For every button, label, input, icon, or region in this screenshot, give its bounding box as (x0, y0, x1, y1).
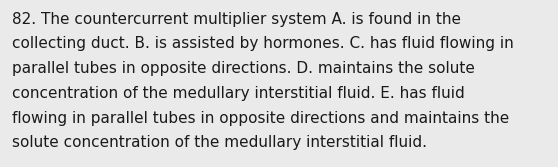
Text: concentration of the medullary interstitial fluid. E. has fluid: concentration of the medullary interstit… (12, 86, 465, 101)
Text: collecting duct. B. is assisted by hormones. C. has fluid flowing in: collecting duct. B. is assisted by hormo… (12, 36, 514, 51)
Text: flowing in parallel tubes in opposite directions and maintains the: flowing in parallel tubes in opposite di… (12, 111, 509, 126)
Text: parallel tubes in opposite directions. D. maintains the solute: parallel tubes in opposite directions. D… (12, 61, 475, 76)
Text: solute concentration of the medullary interstitial fluid.: solute concentration of the medullary in… (12, 135, 427, 150)
Text: 82. The countercurrent multiplier system A. is found in the: 82. The countercurrent multiplier system… (12, 12, 461, 27)
